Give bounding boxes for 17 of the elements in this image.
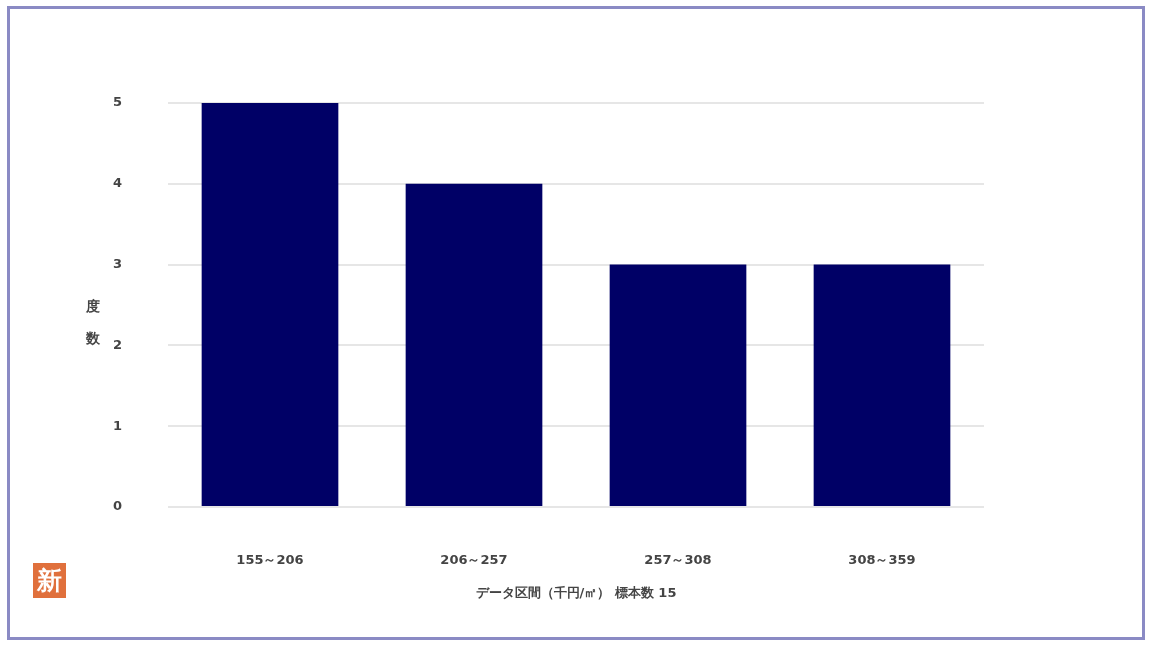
y-tick-label: 3 bbox=[112, 255, 122, 271]
x-axis-title: データ区間（千円/㎡） 標本数 15 bbox=[475, 584, 677, 600]
text: 新 bbox=[33, 563, 66, 598]
y-tick-label: 1 bbox=[112, 417, 122, 433]
x-tick-label: 155～206 bbox=[236, 552, 304, 568]
x-tick-label: 308～359 bbox=[848, 552, 916, 568]
x-tick-label: 257～308 bbox=[644, 552, 712, 568]
y-tick-label: 2 bbox=[112, 336, 122, 352]
y-tick-label: 0 bbox=[112, 498, 122, 514]
bar bbox=[405, 183, 543, 506]
x-tick-label: 206～257 bbox=[440, 552, 508, 568]
y-axis-title: 度数 bbox=[85, 297, 100, 348]
y-tick-label: 4 bbox=[112, 175, 122, 191]
bar bbox=[609, 264, 747, 506]
bar bbox=[201, 103, 339, 506]
y-tick-label: 5 bbox=[112, 94, 122, 110]
bar bbox=[813, 264, 951, 506]
